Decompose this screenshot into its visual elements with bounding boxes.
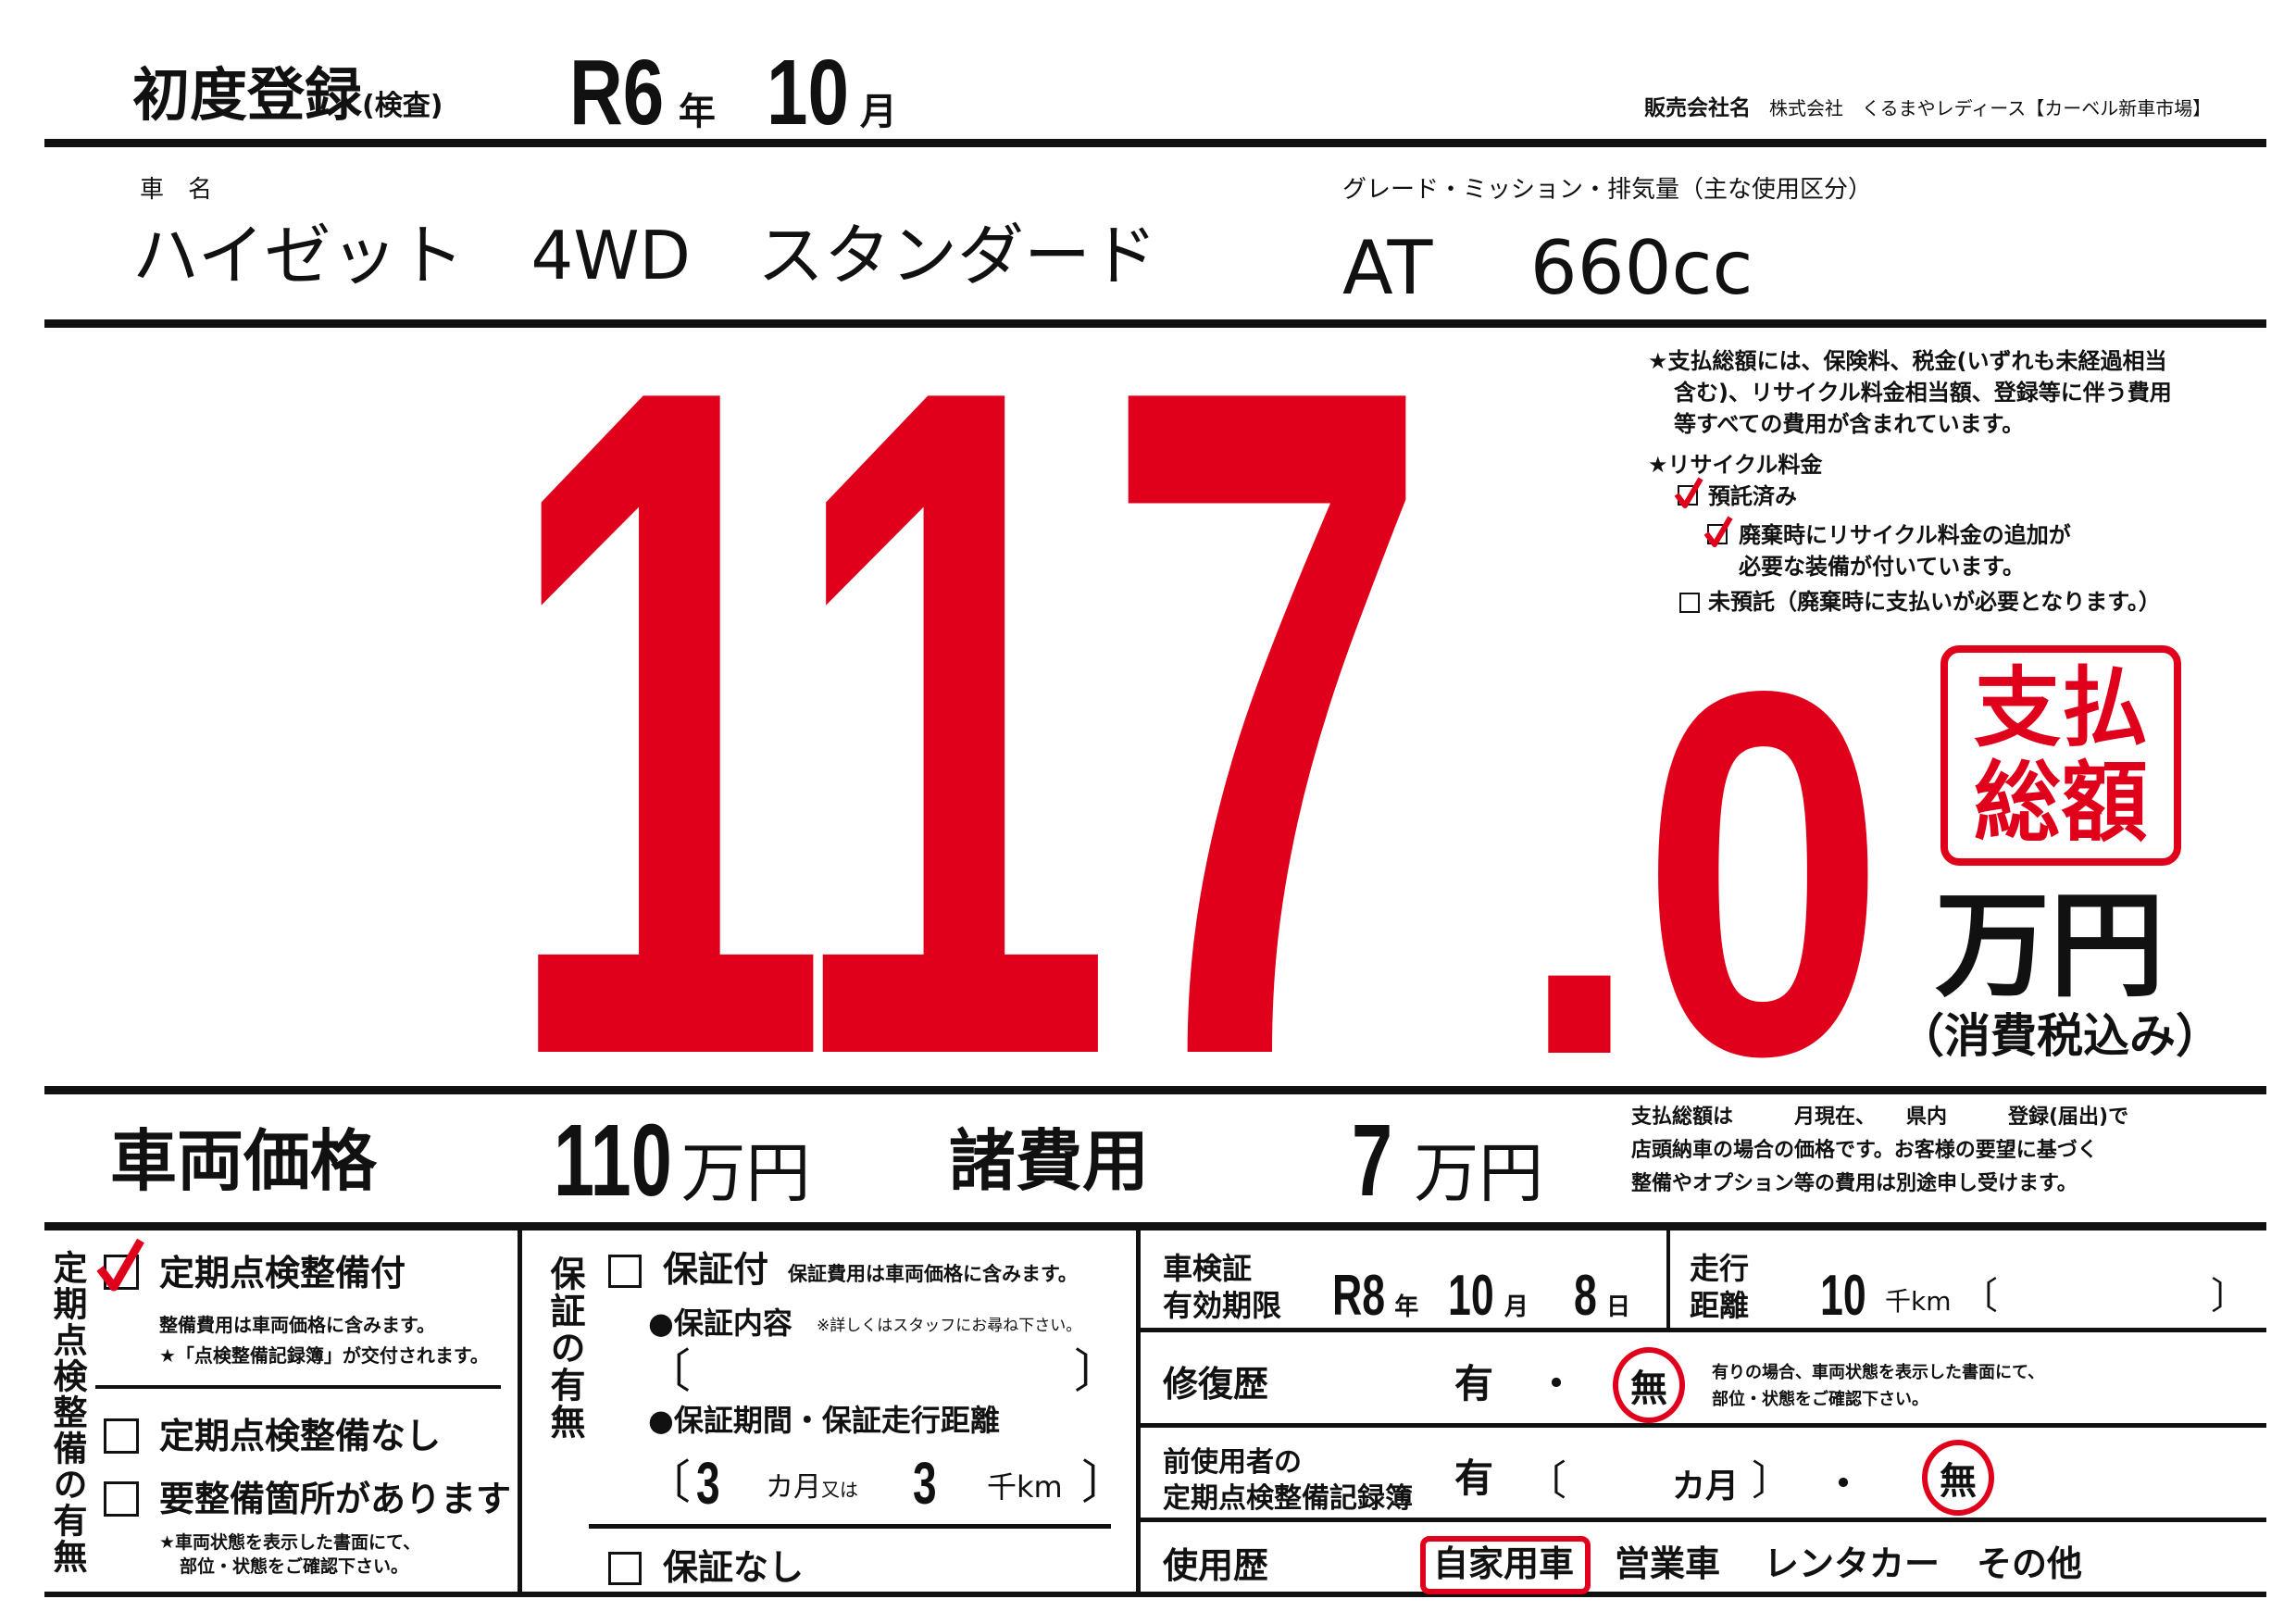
separator-dot: ・ bbox=[1824, 1461, 1864, 1506]
divider bbox=[1138, 1518, 2266, 1522]
bracket-open: 〔 bbox=[1526, 1457, 1566, 1505]
usage-selected-frame bbox=[1420, 1536, 1591, 1594]
repair-yes[interactable]: 有 bbox=[1454, 1361, 1494, 1406]
divider bbox=[1138, 1423, 2266, 1428]
inspection-needs-checkbox[interactable] bbox=[104, 1481, 139, 1517]
inspection-title: 定期点検整備の有無 bbox=[47, 1250, 87, 1575]
total-price-decimal: .0 bbox=[1518, 583, 1886, 1163]
divider bbox=[1136, 1226, 1141, 1596]
divider bbox=[44, 319, 2266, 328]
divider bbox=[589, 1524, 1111, 1529]
divider bbox=[44, 139, 2266, 147]
record-yes[interactable]: 有 bbox=[1454, 1455, 1494, 1501]
divider bbox=[1666, 1226, 1670, 1330]
bracket-close: 〕 bbox=[1752, 1457, 1792, 1505]
inspection-with-note: 整備費用は車両価格に含みます。 bbox=[159, 1314, 435, 1336]
mileage-label: 走行 距離 bbox=[1690, 1251, 1750, 1323]
usage-label: 使用歴 bbox=[1163, 1545, 1269, 1586]
grade-label: グレード・ミッション・排気量（主な使用区分） bbox=[1342, 176, 1873, 204]
shaken-label: 車検証 有効期限 bbox=[1163, 1251, 1282, 1323]
price-unit: 万円 bbox=[1935, 880, 2165, 1013]
vehicle-price-label: 車両価格 bbox=[110, 1122, 378, 1200]
divider bbox=[44, 1592, 2266, 1597]
warranty-title: 保証の有無 bbox=[544, 1255, 585, 1441]
fees: 7 万円 bbox=[1352, 1104, 1544, 1218]
total-badge: 支払 総額 bbox=[1940, 645, 2181, 866]
inspection-with-label: 定期点検整備付 bbox=[159, 1253, 406, 1293]
bracket-open: 〔 bbox=[1961, 1275, 1998, 1318]
divider bbox=[44, 1086, 2266, 1094]
divider bbox=[1138, 1328, 2266, 1332]
first-registration-label: 初度登録(検査) bbox=[132, 61, 443, 129]
mileage-unit: 千km bbox=[1885, 1286, 1952, 1317]
inspection-needs-note: ★車両状態を表示した書面にて、 bbox=[159, 1532, 421, 1553]
warranty-without-label: 保証なし bbox=[663, 1547, 805, 1588]
record-label: 前使用者の 定期点検整備記録簿 bbox=[1163, 1446, 1413, 1515]
mileage: 10 bbox=[1820, 1264, 1866, 1328]
grade: AT 660cc bbox=[1342, 225, 1753, 311]
inspection-needs-label: 要整備箇所があります bbox=[159, 1479, 512, 1519]
bracket-open: 〔 bbox=[644, 1455, 691, 1509]
warranty-content-label: ●保証内容 bbox=[648, 1305, 792, 1341]
warranty-without-checkbox[interactable] bbox=[608, 1552, 642, 1585]
inspection-without-label: 定期点検整備なし bbox=[159, 1416, 442, 1456]
warranty-content-note: ※詳しくはスタッフにお尋ね下さい。 bbox=[817, 1317, 1082, 1335]
vehicle-price: 110 万円 bbox=[554, 1104, 811, 1218]
usage-option-private[interactable]: 自家用車 bbox=[1433, 1543, 1575, 1584]
warranty-distance: 3 bbox=[913, 1450, 937, 1517]
bracket-close: 〕 bbox=[1074, 1344, 1120, 1398]
inspection-without-checkbox[interactable] bbox=[104, 1418, 139, 1454]
separator-dot: ・ bbox=[1537, 1361, 1577, 1406]
divider bbox=[518, 1226, 522, 1596]
recycle-extra-label: 必要な装備が付いています。 bbox=[1739, 554, 2025, 580]
repair-note: 部位・状態をご確認下さい。 bbox=[1712, 1390, 1928, 1409]
total-price-integer: 117 bbox=[501, 190, 1431, 1255]
record-months-unit: カ月 bbox=[1672, 1468, 1740, 1505]
warranty-months: 3 bbox=[696, 1450, 720, 1517]
warranty-distance-unit: 千km bbox=[987, 1469, 1063, 1505]
fees-label: 諸費用 bbox=[949, 1122, 1150, 1200]
recycle-title: ★リサイクル料金 bbox=[1648, 452, 1823, 478]
repair-note: 有りの場合、車両状態を表示した書面にて、 bbox=[1712, 1363, 2045, 1382]
bracket-open: 〔 bbox=[644, 1344, 691, 1398]
check-icon bbox=[96, 1238, 144, 1292]
check-icon bbox=[1674, 477, 1703, 508]
check-icon bbox=[1703, 516, 1733, 547]
recycle-extra-label: 廃棄時にリサイクル料金の追加が bbox=[1739, 522, 2071, 548]
divider bbox=[95, 1385, 501, 1389]
usage-option-rental[interactable]: レンタカー bbox=[1764, 1543, 1940, 1584]
car-name-label: 車 名 bbox=[140, 176, 213, 204]
bracket-close: 〕 bbox=[2211, 1275, 2248, 1318]
usage-option-other[interactable]: その他 bbox=[1977, 1543, 2083, 1584]
inspection-needs-note: 部位・状態をご確認下さい。 bbox=[180, 1556, 409, 1577]
inspection-with-note: ★「点検整備記録簿」が交付されます。 bbox=[159, 1344, 489, 1367]
bracket-close: 〕 bbox=[1081, 1455, 1128, 1509]
car-name: ハイゼット 4WD スタンダード bbox=[132, 217, 1158, 294]
divider bbox=[44, 1222, 2266, 1230]
tax-note: （消費税込み） bbox=[1898, 1009, 2222, 1063]
recycle-deposited-label: 預託済み bbox=[1708, 483, 1797, 509]
first-registration-date: R6 年 10 月 bbox=[569, 41, 897, 144]
repair-label: 修復歴 bbox=[1163, 1364, 1269, 1405]
warranty-period-label: ●保証期間・保証走行距離 bbox=[648, 1403, 1000, 1438]
warranty-with-label: 保証付 bbox=[663, 1249, 769, 1290]
repair-no-selected[interactable]: 無 bbox=[1613, 1347, 1685, 1423]
warranty-with-checkbox[interactable] bbox=[608, 1255, 642, 1288]
warranty-with-note: 保証費用は車両価格に含みます。 bbox=[788, 1263, 1078, 1285]
seller: 販売会社名 株式会社 くるまやレディース【カーベル新車市場】 bbox=[1644, 96, 2212, 120]
record-no-selected[interactable]: 無 bbox=[1922, 1440, 1994, 1516]
recycle-not-checkbox[interactable] bbox=[1679, 593, 1700, 613]
warranty-months-unit: カ月又は bbox=[766, 1471, 858, 1504]
recycle-not-label: 未預託（廃棄時に支払いが必要となります。） bbox=[1708, 589, 2161, 615]
usage-option-commercial[interactable]: 営業車 bbox=[1615, 1543, 1721, 1584]
